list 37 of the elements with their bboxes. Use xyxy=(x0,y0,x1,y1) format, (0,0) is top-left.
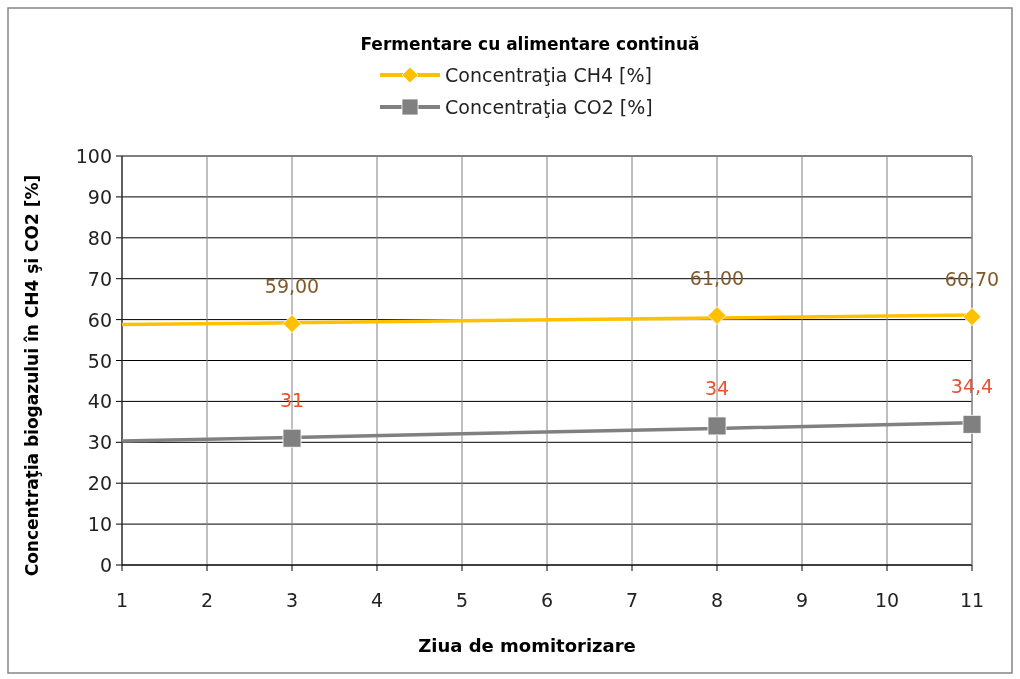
data-label: 34 xyxy=(704,376,730,399)
x-tick-label: 10 xyxy=(874,589,900,611)
x-tick-label: 9 xyxy=(795,589,809,611)
data-label: 59,00 xyxy=(264,274,320,297)
y-tick-label: 40 xyxy=(87,390,112,413)
point xyxy=(707,416,727,436)
x-tick-label: 6 xyxy=(540,589,554,611)
point xyxy=(962,414,982,434)
y-tick-label: 80 xyxy=(87,226,112,249)
legend-label: Concentraţia CH4 [%] xyxy=(445,64,652,86)
x-axis-title: Ziua de momitorizare xyxy=(418,635,636,656)
point xyxy=(282,314,302,334)
x-tick-label: 2 xyxy=(200,589,214,611)
y-axis-title: Concentraţia biogazului în CH4 şi CO2 [%] xyxy=(22,174,42,577)
x-tick-label: 11 xyxy=(959,589,985,611)
y-tick-label: 70 xyxy=(87,267,112,290)
x-tick-label: 3 xyxy=(285,589,299,611)
x-tick-label: 7 xyxy=(625,589,639,611)
x-tick-label: 4 xyxy=(370,589,384,611)
legend-label: Concentraţia CO2 [%] xyxy=(445,96,653,118)
data-label: 34,4 xyxy=(950,375,994,398)
y-tick-label: 60 xyxy=(87,308,112,331)
x-tick-label: 5 xyxy=(455,589,469,611)
point xyxy=(962,307,982,327)
chart-title: Fermentare cu alimentare continuă xyxy=(360,34,700,54)
point xyxy=(282,428,302,448)
y-tick-label: 30 xyxy=(87,431,112,454)
y-tick-label: 50 xyxy=(87,349,112,372)
x-tick-label: 1 xyxy=(115,589,129,611)
y-tick-label: 0 xyxy=(99,554,112,576)
y-tick-label: 100 xyxy=(75,145,112,167)
x-tick-label: 8 xyxy=(710,589,724,611)
data-label: 60,70 xyxy=(944,267,1000,290)
y-tick-label: 90 xyxy=(87,185,112,208)
y-tick-label: 20 xyxy=(87,472,112,495)
point xyxy=(707,306,727,325)
y-tick-label: 10 xyxy=(87,513,112,536)
